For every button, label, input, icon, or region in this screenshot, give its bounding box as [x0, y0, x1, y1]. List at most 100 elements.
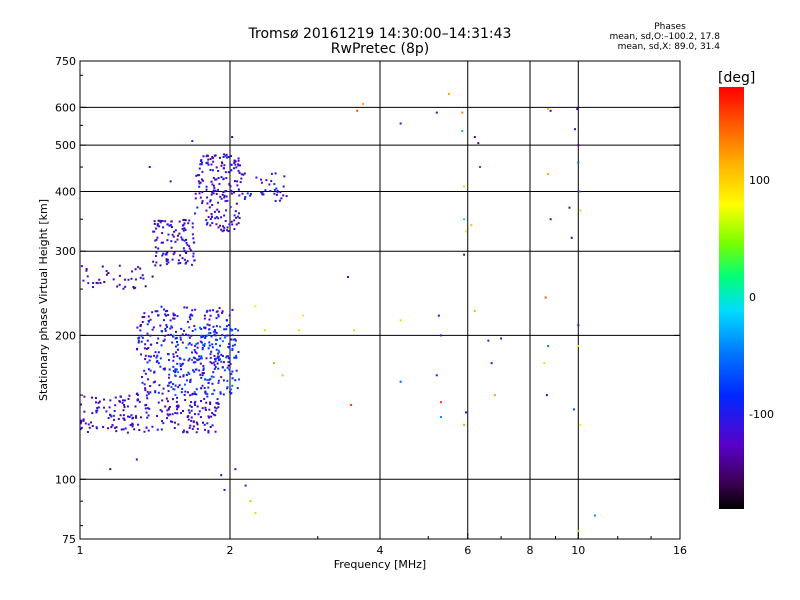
data-point	[227, 355, 230, 358]
data-point	[192, 421, 195, 424]
data-point	[174, 345, 177, 348]
data-point	[206, 161, 209, 164]
data-point	[191, 393, 194, 396]
data-point	[179, 365, 182, 368]
data-point	[222, 190, 225, 193]
phase-stats: Phases mean, sd,O:–100.2, 17.8 mean, sd,…	[590, 22, 721, 52]
data-point	[147, 392, 150, 395]
data-point	[130, 414, 133, 417]
data-point	[177, 404, 180, 407]
data-point	[212, 189, 215, 192]
data-point	[195, 421, 198, 424]
data-point	[202, 179, 205, 182]
data-point	[212, 413, 215, 416]
data-point	[185, 373, 188, 376]
data-point	[234, 210, 237, 213]
data-point	[164, 310, 167, 313]
data-point	[132, 286, 135, 289]
data-point	[177, 259, 180, 262]
data-point	[547, 345, 550, 348]
data-point	[210, 415, 213, 418]
data-point	[80, 426, 83, 429]
data-point	[461, 130, 464, 133]
data-point	[119, 395, 122, 398]
data-point	[215, 402, 218, 405]
data-point	[166, 417, 169, 420]
data-point	[225, 355, 228, 358]
data-point	[226, 379, 229, 382]
data-point	[204, 378, 207, 381]
data-point	[146, 416, 149, 419]
data-point	[161, 241, 164, 244]
data-point	[276, 191, 279, 194]
data-point	[192, 356, 195, 359]
data-point	[170, 220, 173, 223]
data-point	[171, 398, 174, 401]
data-point	[219, 392, 222, 395]
data-point	[231, 370, 234, 373]
data-point	[226, 366, 229, 369]
data-point	[134, 278, 137, 281]
data-point	[228, 390, 231, 393]
data-point	[238, 194, 241, 197]
data-point	[260, 181, 263, 184]
data-point	[90, 396, 93, 399]
data-point	[183, 222, 186, 225]
data-point	[190, 334, 193, 337]
data-point	[198, 185, 201, 188]
data-point	[140, 416, 143, 419]
data-point	[196, 405, 199, 408]
data-point	[240, 177, 243, 180]
data-point	[213, 154, 216, 157]
data-point	[217, 315, 220, 318]
data-point	[206, 323, 209, 326]
y-axis-ticks: 75 100 200 300 400 500 600 750	[55, 55, 680, 546]
data-point	[223, 190, 226, 193]
data-point	[447, 92, 450, 95]
data-point	[220, 360, 223, 363]
data-point	[145, 426, 148, 429]
data-point	[118, 399, 121, 402]
data-point	[153, 354, 156, 357]
data-point	[118, 264, 121, 267]
data-point	[126, 431, 129, 434]
data-point	[96, 409, 99, 412]
data-point	[234, 468, 237, 471]
data-point	[188, 219, 191, 222]
data-point	[117, 418, 120, 421]
data-point	[141, 336, 144, 339]
data-point	[178, 384, 181, 387]
data-point	[160, 220, 163, 223]
data-point	[208, 408, 211, 411]
data-point	[209, 402, 212, 405]
data-point	[180, 412, 183, 415]
data-point	[218, 358, 221, 361]
data-point	[273, 188, 276, 191]
data-point	[193, 325, 196, 328]
data-point	[209, 217, 212, 220]
data-point	[203, 326, 206, 329]
data-point	[218, 307, 221, 310]
data-point	[191, 140, 194, 143]
data-point	[198, 358, 201, 361]
data-point	[94, 397, 97, 400]
data-point	[209, 157, 212, 160]
data-point	[149, 334, 152, 337]
data-point	[163, 308, 166, 311]
data-point	[174, 393, 177, 396]
data-point	[246, 192, 249, 195]
data-point	[166, 409, 169, 412]
data-point	[230, 338, 233, 341]
data-point	[82, 279, 85, 282]
data-point	[215, 166, 218, 169]
data-point	[214, 414, 217, 417]
data-point	[183, 393, 186, 396]
data-point	[141, 320, 144, 323]
data-point	[233, 343, 236, 346]
data-point	[167, 333, 170, 336]
data-point	[272, 362, 275, 365]
data-point	[180, 327, 183, 330]
data-point	[210, 163, 213, 166]
data-point	[198, 355, 201, 358]
data-point	[203, 423, 206, 426]
